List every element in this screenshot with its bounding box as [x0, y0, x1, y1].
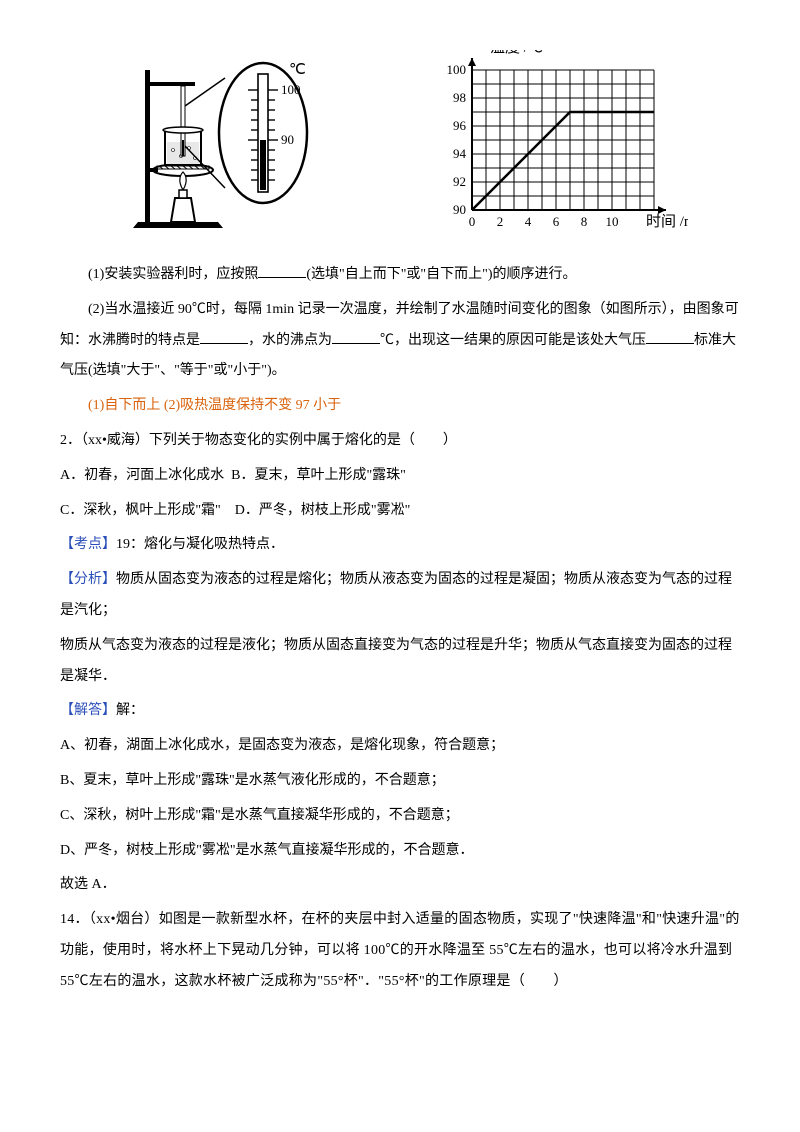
q2-jieda-head: 【解答】解： — [60, 696, 740, 727]
blank-boil-feature — [200, 329, 248, 344]
q2-options-row1: A．初春，河面上冰化成水 B．夏末，草叶上形成"露珠" — [60, 461, 740, 492]
q2-option-d: D．严冬，树枝上形成"雾凇" — [235, 503, 411, 518]
svg-text:8: 8 — [580, 214, 587, 229]
jieda-text0: 解： — [116, 703, 144, 718]
svg-text:94: 94 — [453, 146, 467, 161]
temperature-time-chart: 100 98 96 94 92 900 2 4 6 8 10 温度 /℃ 时间 /min — [428, 50, 688, 240]
svg-text:6: 6 — [552, 214, 559, 229]
thermometer-tick-90: 90 — [281, 132, 294, 147]
figures-row: ℃ 100 90 10098969492900246810温度 /℃时间 /mi… — [60, 50, 740, 240]
q2-option-a: A．初春，河面上冰化成水 — [60, 468, 224, 483]
experiment-apparatus-figure: ℃ 100 90 — [113, 50, 323, 240]
q2-option-c: C．深秋，枫叶上形成"霜" — [60, 503, 221, 518]
thermometer-unit-label: ℃ — [289, 62, 306, 78]
q1-p1-text-a: (1)安装实验器利时，应按照 — [88, 267, 258, 282]
q1-answer: (1)自下而上 (2)吸热温度保持不变 97 小于 — [60, 391, 740, 422]
q1-part1: (1)安装实验器利时，应按照 (选填"自上而下"或"自下而上")的顺序进行。 — [60, 260, 740, 291]
svg-text:100: 100 — [446, 62, 466, 77]
q2-jieda-a: A、初春，湖面上冰化成水，是固态变为液态，是熔化现象，符合题意； — [60, 731, 740, 762]
svg-text:10: 10 — [605, 214, 618, 229]
q14-stem: 14．（xx•烟台）如图是一款新型水杯，在杯的夹层中封入适量的固态物质，实现了"… — [60, 905, 740, 997]
q1-p2-text-b: ，水的沸点为 — [248, 333, 332, 348]
q2-jieda-d: D、严冬，树枝上形成"雾凇"是水蒸气直接凝华形成的，不合题意． — [60, 836, 740, 867]
kaodian-label: 【考点】 — [60, 537, 116, 552]
q1-p2-text-c: ℃，出现这一结果的原因可能是该处大气压 — [380, 333, 646, 348]
thermometer-tick-100: 100 — [281, 82, 301, 97]
q2-jieda-b: B、夏末，草叶上形成"露珠"是水蒸气液化形成的，不合题意； — [60, 766, 740, 797]
kaodian-text: 19：熔化与凝化吸热特点． — [116, 537, 284, 552]
svg-text:90: 90 — [453, 202, 466, 217]
svg-text:2: 2 — [496, 214, 503, 229]
fenxi-label: 【分析】 — [60, 572, 116, 587]
q1-p1-text-b: (选填"自上而下"或"自下而上")的顺序进行。 — [306, 267, 576, 282]
blank-install-order — [258, 263, 306, 278]
svg-text:时间 /min: 时间 /min — [646, 213, 688, 230]
svg-text:4: 4 — [524, 214, 531, 229]
q2-kaodian: 【考点】19：熔化与凝化吸热特点． — [60, 530, 740, 561]
q2-jieda-ans: 故选 A． — [60, 870, 740, 901]
q2-options-row2: C．深秋，枫叶上形成"霜" D．严冬，树枝上形成"雾凇" — [60, 496, 740, 527]
svg-text:96: 96 — [453, 118, 467, 133]
blank-pressure — [646, 329, 694, 344]
fenxi-text1: 物质从固态变为液态的过程是熔化；物质从液态变为固态的过程是凝固；物质从液态变为气… — [60, 572, 732, 618]
jieda-label: 【解答】 — [60, 703, 116, 718]
q2-jieda-c: C、深秋，树叶上形成"霜"是水蒸气直接凝华形成的，不合题意； — [60, 801, 740, 832]
q2-stem: 2．（xx•威海）下列关于物态变化的实例中属于熔化的是（ ） — [60, 426, 740, 457]
svg-text:温度 /℃: 温度 /℃ — [490, 50, 543, 56]
blank-boil-point — [332, 329, 380, 344]
svg-text:92: 92 — [453, 174, 466, 189]
q2-option-b: B．夏末，草叶上形成"露珠" — [231, 468, 406, 483]
svg-text:0: 0 — [468, 214, 475, 229]
q2-fenxi: 【分析】物质从固态变为液态的过程是熔化；物质从液态变为固态的过程是凝固；物质从液… — [60, 565, 740, 627]
q1-part2: (2)当水温接近 90℃时，每隔 1min 记录一次温度，并绘制了水温随时间变化… — [60, 295, 740, 387]
svg-text:98: 98 — [453, 90, 466, 105]
q2-fenxi-2: 物质从气态变为液态的过程是液化；物质从固态直接变为气态的过程是升华；物质从气态直… — [60, 631, 740, 693]
